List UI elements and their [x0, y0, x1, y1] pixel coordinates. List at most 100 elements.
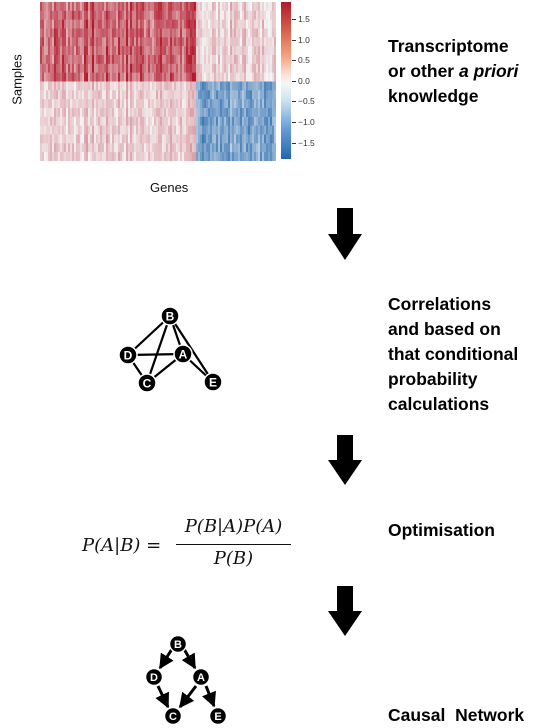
heatmap-cell	[196, 125, 199, 135]
heatmap-cell	[168, 46, 171, 56]
heatmap-cell	[78, 72, 81, 82]
heatmap-cell	[112, 46, 115, 56]
heatmap-cell	[250, 72, 253, 82]
heatmap-cell	[190, 116, 193, 126]
heatmap-cell	[162, 55, 165, 65]
heatmap-cell	[78, 134, 81, 144]
heatmap-cell	[186, 99, 189, 109]
heatmap-cell	[46, 19, 49, 29]
heatmap-cell	[188, 28, 191, 38]
heatmap-cell	[64, 55, 67, 65]
heatmap-cell	[94, 152, 97, 161]
heatmap-cell	[230, 116, 233, 126]
heatmap-cell	[136, 10, 139, 20]
heatmap-cell	[138, 37, 141, 47]
heatmap-cell	[114, 46, 117, 56]
heatmap-cell	[204, 10, 207, 20]
heatmap-cell	[116, 37, 119, 47]
heatmap-cell	[52, 10, 55, 20]
heatmap-cell	[46, 81, 49, 91]
heatmap-cell	[198, 19, 201, 29]
heatmap-cell	[46, 125, 49, 135]
heatmap-cell	[200, 2, 203, 12]
heatmap-cell	[212, 152, 215, 161]
heatmap-cell	[80, 72, 83, 82]
heatmap-cell	[266, 108, 269, 118]
heatmap-cell	[266, 2, 269, 12]
heatmap-cell	[218, 134, 221, 144]
heatmap-cell	[264, 10, 267, 20]
heatmap-cell	[86, 134, 89, 144]
heatmap-cell	[260, 143, 263, 153]
heatmap-cell	[150, 55, 153, 65]
heatmap-cell	[82, 37, 85, 47]
heatmap-cell	[146, 37, 149, 47]
heatmap-cell	[186, 125, 189, 135]
heatmap-cell	[60, 63, 63, 73]
heatmap-cell	[80, 28, 83, 38]
heatmap-cell	[168, 55, 171, 65]
heatmap-cell	[98, 134, 101, 144]
heatmap-cell	[192, 55, 195, 65]
heatmap-cell	[154, 81, 157, 91]
heatmap-cell	[178, 108, 181, 118]
node-label-a: A	[197, 672, 205, 684]
heatmap-cell	[202, 99, 205, 109]
heatmap-cell	[134, 19, 137, 29]
heatmap-cell	[186, 81, 189, 91]
heatmap-cell	[46, 2, 49, 12]
heatmap-cell	[146, 143, 149, 153]
heatmap-cell	[132, 81, 135, 91]
heatmap-cell	[270, 143, 273, 153]
heatmap-cell	[64, 46, 67, 56]
heatmap-cell	[54, 19, 57, 29]
heatmap-cell	[88, 152, 91, 161]
heatmap-cell	[252, 10, 255, 20]
heatmap-cell	[150, 116, 153, 126]
heatmap-cell	[210, 143, 213, 153]
heatmap-cell	[164, 125, 167, 135]
heatmap-cell	[206, 152, 209, 161]
heatmap-cell	[196, 37, 199, 47]
heatmap-cell	[142, 2, 145, 12]
heatmap-cell	[126, 19, 129, 29]
heatmap-cell	[176, 99, 179, 109]
heatmap-cell	[180, 125, 183, 135]
heatmap-cell	[184, 134, 187, 144]
heatmap-cell	[116, 2, 119, 12]
heatmap-cell	[244, 46, 247, 56]
heatmap-cell	[226, 116, 229, 126]
heatmap-cell	[82, 152, 85, 161]
heatmap-cell	[74, 143, 77, 153]
heatmap-cell	[58, 81, 61, 91]
heatmap-cell	[104, 108, 107, 118]
heatmap-cell	[190, 99, 193, 109]
heatmap-cell	[158, 63, 161, 73]
heatmap-cell	[218, 28, 221, 38]
heatmap-cell	[140, 134, 143, 144]
heatmap-cell	[206, 46, 209, 56]
heatmap-cell	[224, 55, 227, 65]
heatmap-cell	[162, 116, 165, 126]
heatmap-cell	[152, 152, 155, 161]
heatmap-cell	[52, 63, 55, 73]
heatmap-cell	[270, 108, 273, 118]
heatmap-cell	[138, 90, 141, 100]
heatmap-cell	[132, 37, 135, 47]
heatmap-cell	[180, 116, 183, 126]
heatmap-cell	[190, 81, 193, 91]
heatmap-cell	[76, 55, 79, 65]
heatmap-cell	[82, 108, 85, 118]
heatmap-cell	[172, 2, 175, 12]
heatmap-cell	[48, 99, 51, 109]
heatmap-cell	[254, 10, 257, 20]
heatmap-cell	[216, 134, 219, 144]
heatmap-cell	[154, 63, 157, 73]
heatmap-cell	[76, 125, 79, 135]
heatmap-cell	[184, 10, 187, 20]
heatmap-cell	[192, 10, 195, 20]
heatmap-cell	[244, 134, 247, 144]
heatmap-cell	[138, 46, 141, 56]
heatmap-cell	[214, 2, 217, 12]
flow-arrow-2	[328, 435, 362, 485]
